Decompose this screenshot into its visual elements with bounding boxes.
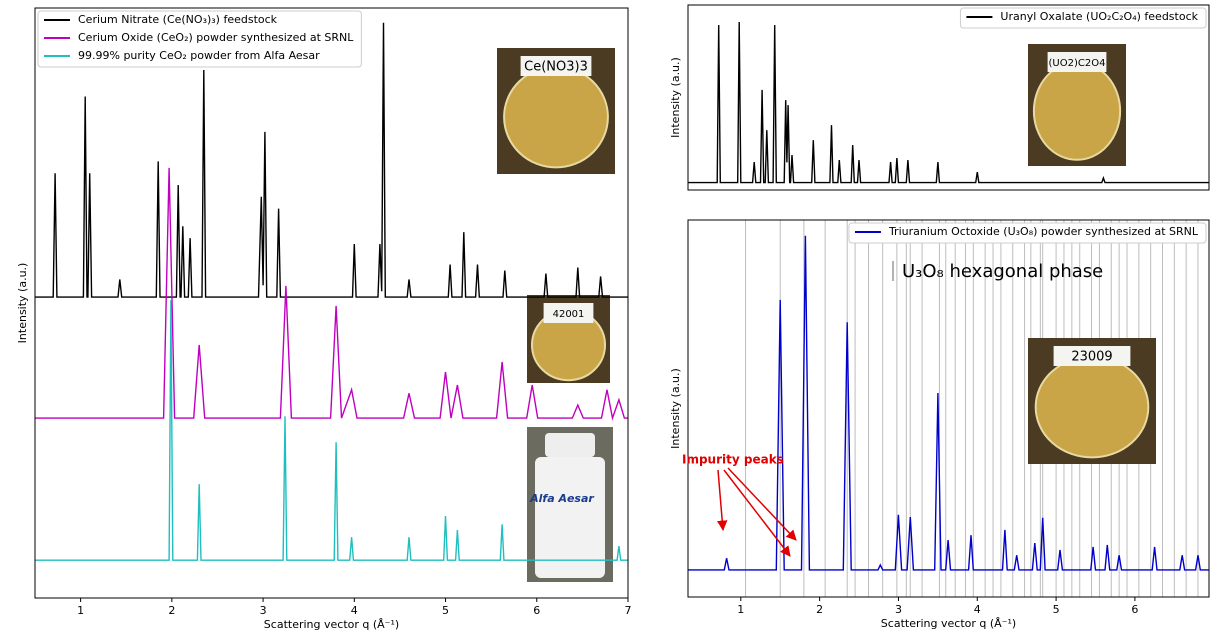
x-axis-label: Scattering vector q (Å⁻¹) bbox=[881, 617, 1016, 630]
legend: Cerium Nitrate (Ce(NO₃)₃) feedstock Ceriu… bbox=[38, 11, 361, 67]
legend-label: Triuranium Octoxide (U₃O₈) powder synthe… bbox=[888, 225, 1199, 238]
dish bbox=[1036, 357, 1149, 458]
x-tick-label: 6 bbox=[533, 604, 540, 617]
dish bbox=[504, 67, 608, 168]
x-tick-label: 6 bbox=[1131, 603, 1138, 616]
legend-label: Cerium Oxide (CeO₂) powder synthesized a… bbox=[78, 31, 354, 44]
bottle-cap bbox=[545, 433, 595, 457]
x-tick-label: 2 bbox=[816, 603, 823, 616]
y-axis-label: Intensity (a.u.) bbox=[16, 263, 29, 344]
y-axis-label: Intensity (a.u.) bbox=[669, 57, 682, 138]
impurity-annotation: Impurity peaks bbox=[682, 453, 784, 467]
photo-label: Ce(NO3)3 bbox=[524, 60, 588, 75]
photo-label: 23009 bbox=[1071, 350, 1112, 365]
bottle-label: Alfa Aesar bbox=[529, 492, 594, 505]
x-tick-label: 3 bbox=[260, 604, 267, 617]
x-tick-label: 5 bbox=[1053, 603, 1060, 616]
legend-label: Uranyl Oxalate (UO₂C₂O₄) feedstock bbox=[1000, 10, 1198, 23]
legend-label: Cerium Nitrate (Ce(NO₃)₃) feedstock bbox=[78, 13, 278, 26]
series-line bbox=[688, 22, 1209, 183]
x-tick-label: 7 bbox=[625, 604, 632, 617]
x-axis-label: Scattering vector q (Å⁻¹) bbox=[264, 618, 399, 631]
x-tick-label: 3 bbox=[895, 603, 902, 616]
dish bbox=[1034, 62, 1120, 160]
legend: Triuranium Octoxide (U₃O₈) powder synthe… bbox=[849, 223, 1206, 243]
x-tick-label: 1 bbox=[737, 603, 744, 616]
x-tick-label: 4 bbox=[974, 603, 981, 616]
photo-label: 42001 bbox=[553, 309, 585, 320]
y-axis-label: Intensity (a.u.) bbox=[669, 368, 682, 449]
x-tick-label: 2 bbox=[168, 604, 175, 617]
photo-label: (UO2)C2O4 bbox=[1049, 58, 1106, 69]
legend: Uranyl Oxalate (UO₂C₂O₄) feedstock bbox=[960, 8, 1206, 28]
phase-annotation: U₃O₈ hexagonal phase bbox=[902, 261, 1103, 282]
x-tick-label: 4 bbox=[351, 604, 358, 617]
x-tick-label: 5 bbox=[442, 604, 449, 617]
x-tick-label: 1 bbox=[77, 604, 84, 617]
legend-label: 99.99% purity CeO₂ powder from Alfa Aesa… bbox=[78, 49, 320, 62]
figure: Ce(NO3)3 42001 Alfa Aesar 1 2 3 4 5 6 7 Scattering… bbox=[0, 0, 1210, 632]
